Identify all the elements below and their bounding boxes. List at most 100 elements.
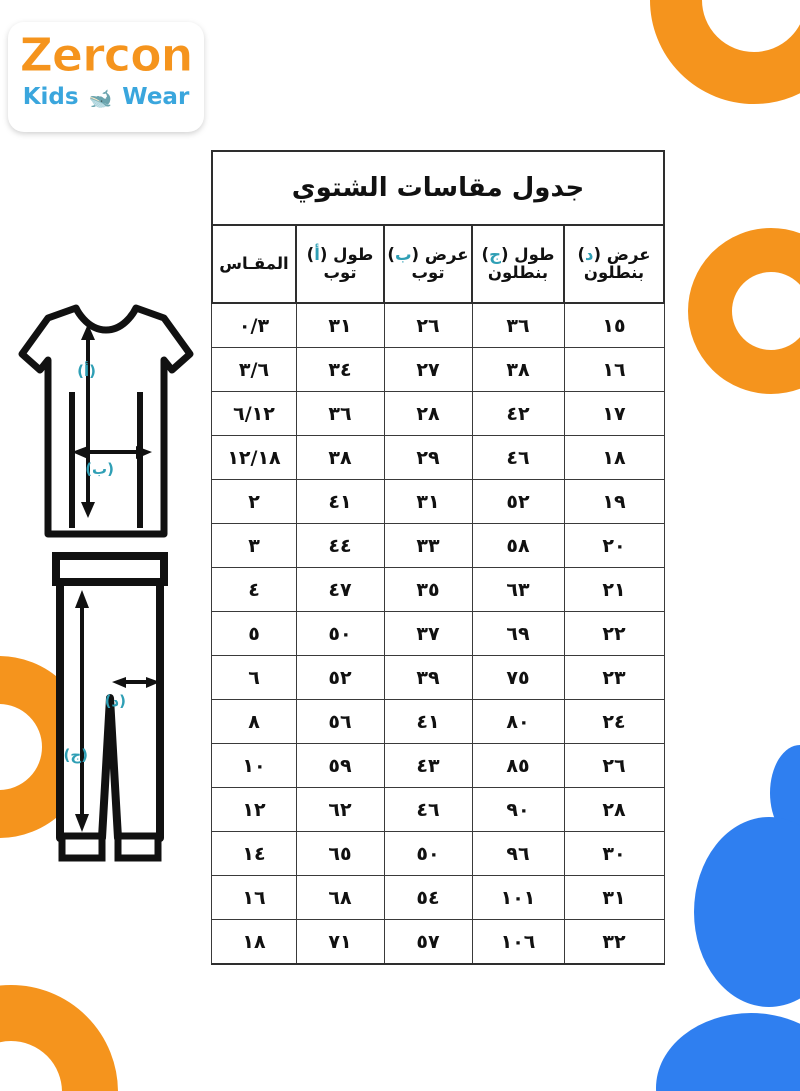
cell-pant_len: ٩٠ (471, 787, 565, 832)
cell-pant_len: ٥٢ (471, 479, 565, 524)
cell-top_width: ٤٦ (383, 787, 473, 832)
column-header-line1: عرض (د) (577, 244, 651, 264)
orange-arc-bottom-left-curve (0, 985, 118, 1091)
cell-pant_len: ٧٥ (471, 655, 565, 700)
cell-pant_len: ٤٦ (471, 435, 565, 480)
cell-top_len: ٥٠ (295, 611, 385, 656)
cell-top_len: ٦٢ (295, 787, 385, 832)
table-row: ٢٠ ٥٨ ٣٣ ٤٤ ٣ (211, 523, 665, 568)
top-outline (18, 304, 194, 538)
logo-brand-text: Zercon (19, 28, 194, 83)
size-chart-head: جدول مقاسات الشتوي عرض (د) بنطلون طول (ج) ب… (210, 150, 666, 304)
cell-size: ١٦ (211, 875, 297, 920)
cell-pant_len: ٦٩ (471, 611, 565, 656)
cell-top_width: ٢٧ (383, 347, 473, 392)
cell-pant_width: ١٩ (563, 479, 665, 524)
table-row: ٣٠ ٩٦ ٥٠ ٦٥ ١٤ (211, 831, 665, 876)
cell-top_width: ٤٣ (383, 743, 473, 788)
dimension-letter: ب (394, 244, 412, 264)
column-header-line2: بنطلون (487, 263, 549, 282)
cell-size: ١٢/١٨ (211, 435, 297, 480)
cell-pant_len: ٣٨ (471, 347, 565, 392)
column-header-pant_len: طول (ج) بنطلون (471, 224, 565, 304)
top-width-arrow-head-right (136, 446, 152, 459)
cell-pant_width: ٢٣ (563, 655, 665, 700)
table-row: ٣٢ ١٠٦ ٥٧ ٧١ ١٨ (211, 919, 665, 965)
cell-size: ١٨ (211, 919, 297, 965)
cell-top_len: ٥٩ (295, 743, 385, 788)
table-row: ٢٦ ٨٥ ٤٣ ٥٩ ١٠ (211, 743, 665, 788)
dimension-letter: ج (489, 244, 501, 264)
cell-top_len: ٦٨ (295, 875, 385, 920)
table-row: ١٥ ٣٦ ٢٦ ٣١ ٠/٣ (211, 302, 665, 348)
cell-top_width: ٤١ (383, 699, 473, 744)
column-header-pant_width: عرض (د) بنطلون (563, 224, 665, 304)
cell-top_len: ٣٨ (295, 435, 385, 480)
blue-blob-right-edge (770, 745, 800, 841)
table-row: ٢٤ ٨٠ ٤١ ٥٦ ٨ (211, 699, 665, 744)
pants-right-cuff (114, 832, 162, 862)
cell-top_len: ٤١ (295, 479, 385, 524)
cell-top_width: ٣٧ (383, 611, 473, 656)
long-sleeve-top-diagram: (أ) (ب) (14, 296, 198, 546)
cell-pant_width: ١٨ (563, 435, 665, 480)
cell-top_len: ٣٦ (295, 391, 385, 436)
cell-size: ٣/٦ (211, 347, 297, 392)
table-row: ٣١ ١٠١ ٥٤ ٦٨ ١٦ (211, 875, 665, 920)
cell-top_len: ٣٤ (295, 347, 385, 392)
orange-u-shape-top-right-curve (650, 0, 800, 104)
column-header-line1: طول (أ) (306, 244, 374, 264)
cell-top_width: ٣٣ (383, 523, 473, 568)
page-title: جدول مقاسات الشتوي (210, 150, 666, 226)
cell-size: ١٢ (211, 787, 297, 832)
cell-size: ٠/٣ (211, 302, 297, 348)
top-length-label: (أ) (77, 361, 96, 380)
cell-top_width: ٢٨ (383, 391, 473, 436)
cell-size: ٢ (211, 479, 297, 524)
cell-pant_len: ٤٢ (471, 391, 565, 436)
cell-size: ٤ (211, 567, 297, 612)
column-header-line2: توب (411, 263, 445, 282)
cell-pant_width: ٢١ (563, 567, 665, 612)
cell-top_len: ٣١ (295, 302, 385, 348)
column-header-line1: عرض (ب) (387, 244, 469, 264)
cell-pant_width: ٢٦ (563, 743, 665, 788)
cell-pant_len: ١٠١ (471, 875, 565, 920)
cell-top_width: ٥٤ (383, 875, 473, 920)
column-header-line2: بنطلون (583, 263, 645, 282)
cell-pant_width: ٢٨ (563, 787, 665, 832)
dimension-letter: د (585, 244, 594, 264)
cell-top_width: ٣٥ (383, 567, 473, 612)
cell-top_len: ٥٦ (295, 699, 385, 744)
column-header-top_len: طول (أ) توب (295, 224, 385, 304)
cell-pant_len: ٥٨ (471, 523, 565, 568)
cell-pant_len: ٨٥ (471, 743, 565, 788)
logo-tagline: Kids 🐋 Wear (8, 84, 204, 110)
pants-width-label: (د) (105, 692, 126, 710)
logo-tagline-kids: Kids (22, 84, 79, 110)
whale-icon: 🐋 (88, 88, 113, 110)
cell-pant_width: ٢٢ (563, 611, 665, 656)
cell-pant_width: ٣٢ (563, 919, 665, 965)
size-chart-container: جدول مقاسات الشتوي عرض (د) بنطلون طول (ج) ب… (210, 150, 666, 965)
column-header-size: المقـاس (210, 224, 298, 304)
cell-pant_width: ١٦ (563, 347, 665, 392)
dimension-letter: أ (314, 244, 320, 264)
table-row: ٢٣ ٧٥ ٣٩ ٥٢ ٦ (211, 655, 665, 700)
table-row: ١٩ ٥٢ ٣١ ٤١ ٢ (211, 479, 665, 524)
cell-pant_width: ١٥ (563, 302, 665, 348)
cell-top_width: ٥٠ (383, 831, 473, 876)
cell-top_len: ٤٧ (295, 567, 385, 612)
cell-pant_width: ٢٤ (563, 699, 665, 744)
cell-top_len: ٤٤ (295, 523, 385, 568)
cell-size: ٦ (211, 655, 297, 700)
pants-length-arrow-head-up (75, 590, 89, 608)
pants-width-arrow-head-right (146, 677, 160, 688)
table-row: ١٦ ٣٨ ٢٧ ٣٤ ٣/٦ (211, 347, 665, 392)
logo-tagline-wear: Wear (122, 84, 190, 110)
top-length-arrow-head-up (81, 324, 95, 340)
cell-top_len: ٥٢ (295, 655, 385, 700)
top-width-arrow-head-left (72, 446, 88, 459)
top-length-arrow-head-down (81, 502, 95, 518)
